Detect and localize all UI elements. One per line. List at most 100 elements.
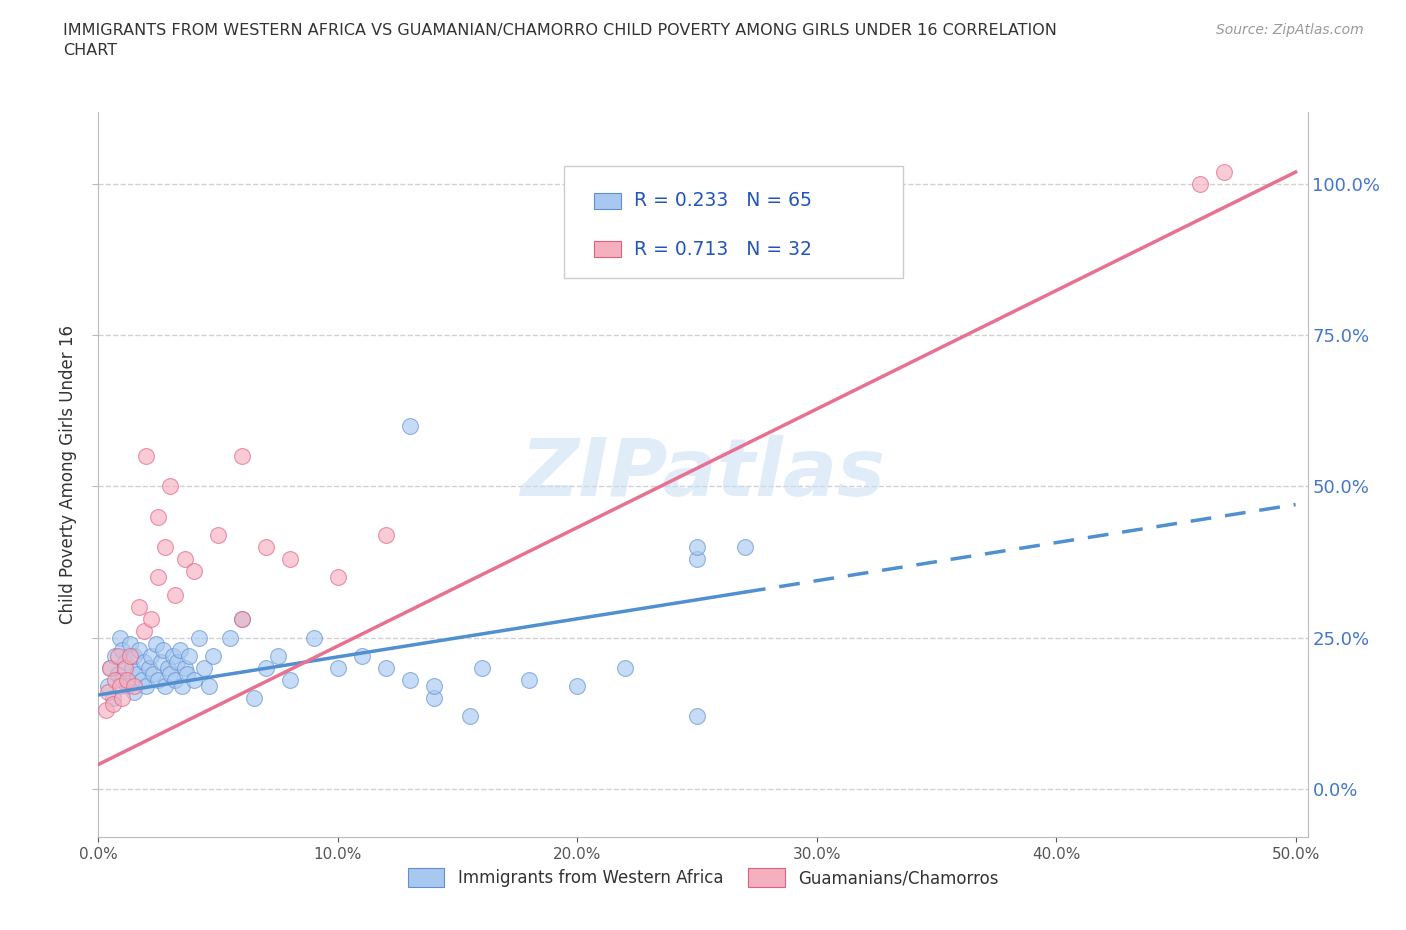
Point bbox=[101, 697, 124, 711]
Point bbox=[131, 672, 153, 687]
Point bbox=[124, 679, 146, 694]
Point bbox=[231, 612, 253, 627]
Point bbox=[111, 691, 134, 706]
Point bbox=[231, 449, 253, 464]
Text: IMMIGRANTS FROM WESTERN AFRICA VS GUAMANIAN/CHAMORRO CHILD POVERTY AMONG GIRLS U: IMMIGRANTS FROM WESTERN AFRICA VS GUAMAN… bbox=[63, 23, 1057, 58]
Point bbox=[173, 660, 195, 675]
Point bbox=[326, 660, 349, 675]
Point bbox=[148, 570, 170, 585]
Point bbox=[163, 588, 186, 603]
Point bbox=[156, 660, 179, 675]
FancyBboxPatch shape bbox=[564, 166, 903, 278]
Point bbox=[100, 660, 122, 675]
Point bbox=[166, 655, 188, 670]
Point bbox=[374, 527, 396, 542]
Point bbox=[149, 655, 172, 670]
Point bbox=[159, 667, 181, 682]
Point bbox=[188, 631, 211, 645]
Point bbox=[734, 539, 756, 554]
Point bbox=[197, 679, 219, 694]
Text: R = 0.233   N = 65: R = 0.233 N = 65 bbox=[634, 192, 811, 210]
Point bbox=[686, 551, 709, 566]
Point bbox=[114, 655, 136, 670]
Point bbox=[132, 624, 155, 639]
Point bbox=[107, 648, 129, 663]
Point bbox=[302, 631, 325, 645]
Point bbox=[183, 672, 205, 687]
Point bbox=[97, 684, 120, 699]
Point bbox=[108, 679, 131, 694]
Point bbox=[132, 655, 155, 670]
Point bbox=[124, 684, 146, 699]
Legend: Immigrants from Western Africa, Guamanians/Chamorros: Immigrants from Western Africa, Guamania… bbox=[401, 861, 1005, 894]
Point bbox=[100, 660, 122, 675]
Point bbox=[138, 660, 160, 675]
Point bbox=[326, 570, 349, 585]
Point bbox=[124, 648, 146, 663]
Text: Source: ZipAtlas.com: Source: ZipAtlas.com bbox=[1216, 23, 1364, 37]
Point bbox=[111, 643, 134, 658]
Point bbox=[104, 672, 127, 687]
Point bbox=[148, 672, 170, 687]
Point bbox=[135, 679, 157, 694]
Point bbox=[267, 648, 290, 663]
Point bbox=[115, 679, 138, 694]
Point bbox=[111, 672, 134, 687]
Point bbox=[686, 709, 709, 724]
Point bbox=[97, 679, 120, 694]
Point bbox=[176, 667, 198, 682]
Point bbox=[148, 510, 170, 525]
Point bbox=[139, 648, 162, 663]
Point bbox=[231, 612, 253, 627]
Point bbox=[139, 612, 162, 627]
Point bbox=[207, 527, 229, 542]
Point bbox=[458, 709, 481, 724]
Point bbox=[519, 672, 541, 687]
Point bbox=[374, 660, 396, 675]
Point bbox=[115, 672, 138, 687]
Point bbox=[135, 449, 157, 464]
Point bbox=[128, 600, 150, 615]
Point bbox=[179, 648, 201, 663]
Point bbox=[118, 636, 141, 651]
Point bbox=[121, 660, 143, 675]
Point bbox=[219, 631, 242, 645]
Point bbox=[101, 691, 124, 706]
Point bbox=[169, 643, 191, 658]
Point bbox=[243, 691, 266, 706]
Point bbox=[422, 691, 444, 706]
Point bbox=[1212, 165, 1234, 179]
Point bbox=[118, 648, 141, 663]
Point bbox=[350, 648, 373, 663]
Point bbox=[159, 479, 181, 494]
FancyBboxPatch shape bbox=[595, 193, 621, 209]
Point bbox=[108, 631, 131, 645]
Point bbox=[202, 648, 225, 663]
Point bbox=[254, 539, 277, 554]
Point bbox=[128, 643, 150, 658]
Point bbox=[278, 551, 301, 566]
Y-axis label: Child Poverty Among Girls Under 16: Child Poverty Among Girls Under 16 bbox=[59, 325, 77, 624]
Point bbox=[398, 672, 420, 687]
Point bbox=[686, 539, 709, 554]
Point bbox=[567, 679, 589, 694]
Point bbox=[94, 703, 117, 718]
Point bbox=[278, 672, 301, 687]
Point bbox=[614, 660, 637, 675]
Point bbox=[142, 667, 165, 682]
Point bbox=[125, 667, 148, 682]
Point bbox=[155, 539, 177, 554]
Text: R = 0.713   N = 32: R = 0.713 N = 32 bbox=[634, 240, 811, 259]
Point bbox=[422, 679, 444, 694]
Text: ZIPatlas: ZIPatlas bbox=[520, 435, 886, 513]
Point bbox=[104, 648, 127, 663]
Point bbox=[172, 679, 194, 694]
Point bbox=[162, 648, 184, 663]
Point bbox=[155, 679, 177, 694]
Point bbox=[114, 660, 136, 675]
Point bbox=[254, 660, 277, 675]
Point bbox=[145, 636, 167, 651]
Point bbox=[183, 564, 205, 578]
Point bbox=[193, 660, 215, 675]
Point bbox=[470, 660, 492, 675]
